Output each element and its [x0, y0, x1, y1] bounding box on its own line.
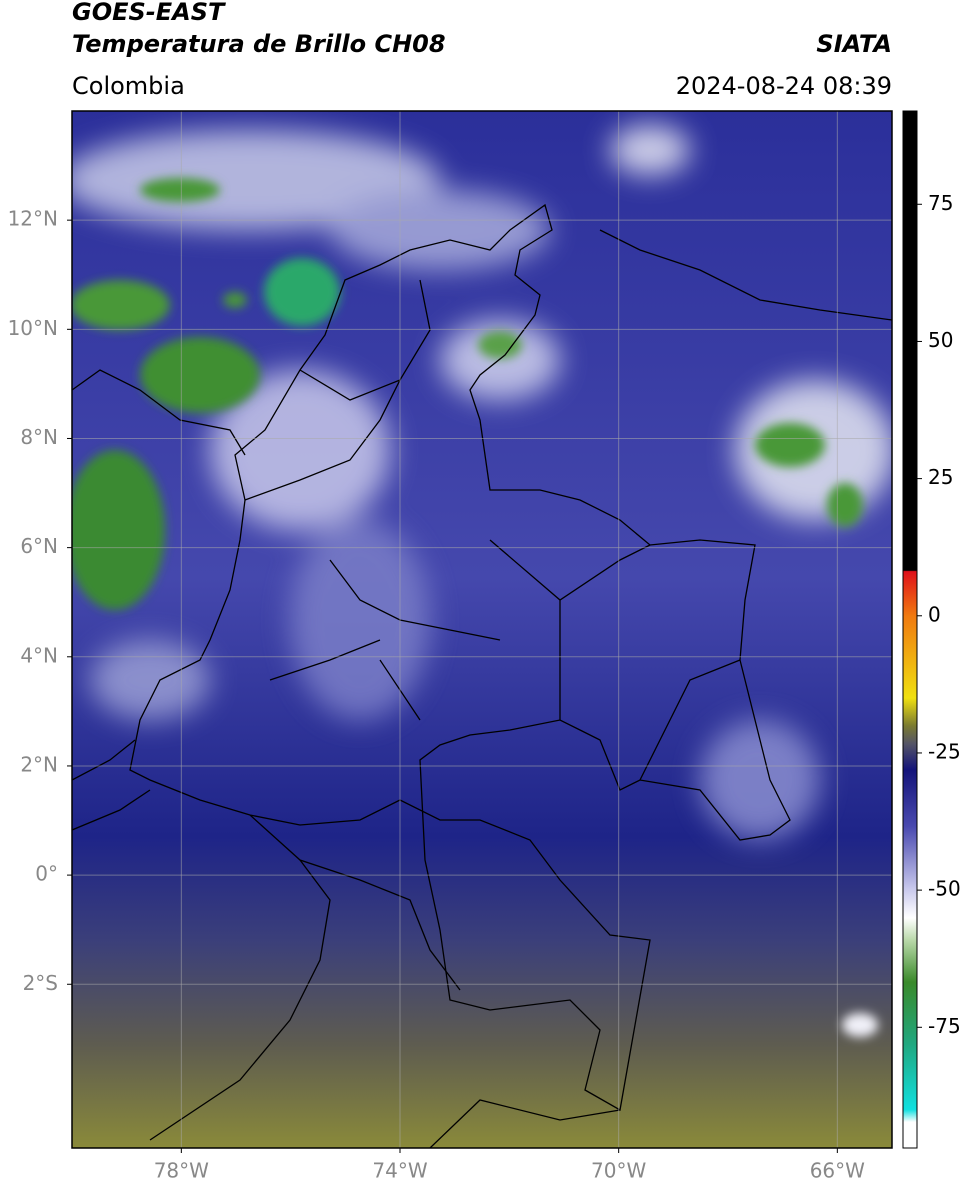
y-tick-label: 0° — [35, 862, 58, 886]
colorbar-tick-label: -50 — [928, 877, 961, 901]
title: GOES-EAST — [72, 0, 226, 26]
source: SIATA — [816, 30, 892, 58]
y-tick-label: 2°S — [23, 971, 58, 995]
y-tick-label: 12°N — [8, 207, 58, 231]
x-tick-label: 78°W — [154, 1159, 209, 1183]
colorbar-tick-label: 50 — [928, 328, 953, 352]
colorbar-tick-label: -75 — [928, 1014, 961, 1038]
x-tick-label: 66°W — [810, 1159, 865, 1183]
grid — [72, 111, 892, 1148]
colorbar-tick-label: 25 — [928, 465, 953, 489]
map-frame — [71, 110, 893, 1149]
y-tick-label: 4°N — [20, 643, 58, 667]
x-tick-label: 70°W — [591, 1159, 646, 1183]
satellite-image — [72, 111, 892, 1148]
datetime: 2024-08-24 08:39 — [676, 72, 892, 100]
colorbar-tick-label: 0 — [928, 602, 941, 626]
y-tick-label: 6°N — [20, 534, 58, 558]
y-tick-label: 2°N — [20, 752, 58, 776]
region: Colombia — [72, 72, 185, 100]
colorbar-tick-label: 75 — [928, 191, 953, 215]
colorbar-tick-label: -25 — [928, 739, 961, 763]
y-tick-label: 10°N — [8, 316, 58, 340]
y-tick-label: 8°N — [20, 425, 58, 449]
x-tick-label: 74°W — [372, 1159, 427, 1183]
subtitle: Temperatura de Brillo CH08 — [72, 30, 446, 58]
colorbar — [902, 110, 918, 1149]
